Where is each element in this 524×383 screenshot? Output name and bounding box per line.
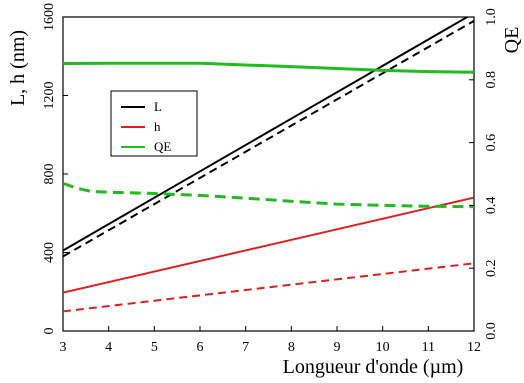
- series-l-dashed-line: [63, 20, 474, 258]
- legend-box: [110, 90, 198, 157]
- x-tick-label: 4: [105, 340, 112, 355]
- y-right-tick-label: 0.8: [484, 71, 499, 89]
- x-tick-label: 6: [197, 340, 204, 355]
- x-tick-label: 3: [60, 340, 67, 355]
- y-right-tick-label: 0.6: [484, 134, 499, 152]
- legend-label-h: h: [154, 119, 161, 134]
- y-left-tick-label: 1200: [42, 82, 57, 110]
- x-tick-label: 5: [151, 340, 158, 355]
- y-left-tick-label: 1600: [42, 3, 57, 31]
- ticks-layer: 3 4 5 6 7 8 9 10 11 12 0 400 800 1200 1600 0.0 0.2 0.4 0.6…: [42, 3, 499, 355]
- y-right-tick-label: 0.0: [484, 322, 499, 340]
- x-axis-title: Longueur d'onde (µm): [283, 356, 464, 378]
- y-left-tick-label: 800: [42, 164, 57, 185]
- legend-label-qe: QE: [154, 139, 171, 154]
- legend-label-l: L: [154, 99, 162, 114]
- series-h-solid-line: [63, 196, 474, 294]
- y-axis-right-title: QE: [501, 27, 523, 54]
- legend: Lh QE: [110, 90, 198, 157]
- x-tick-label: 11: [422, 340, 435, 355]
- series-h-dashed-line: [63, 262, 474, 313]
- y-right-tick-label: 1.0: [484, 8, 499, 26]
- series-qe-solid-line: [63, 61, 474, 74]
- y-right-tick-label: 0.4: [484, 197, 499, 215]
- series-qe-dashed-line: [63, 181, 474, 209]
- x-tick-label: 10: [376, 340, 390, 355]
- series-layer: [63, 17, 474, 313]
- x-tick-label: 7: [242, 340, 249, 355]
- y-right-tick-label: 0.2: [484, 259, 499, 277]
- y-left-tick-label: 400: [42, 242, 57, 263]
- series-l-solid-line: [63, 17, 470, 252]
- y-axis-left-title: L, h (nm): [7, 30, 29, 106]
- y-left-tick-label: 0: [42, 328, 57, 335]
- x-tick-label: 8: [288, 340, 295, 355]
- x-tick-label: 9: [334, 340, 341, 355]
- x-tick-label: 12: [467, 340, 481, 355]
